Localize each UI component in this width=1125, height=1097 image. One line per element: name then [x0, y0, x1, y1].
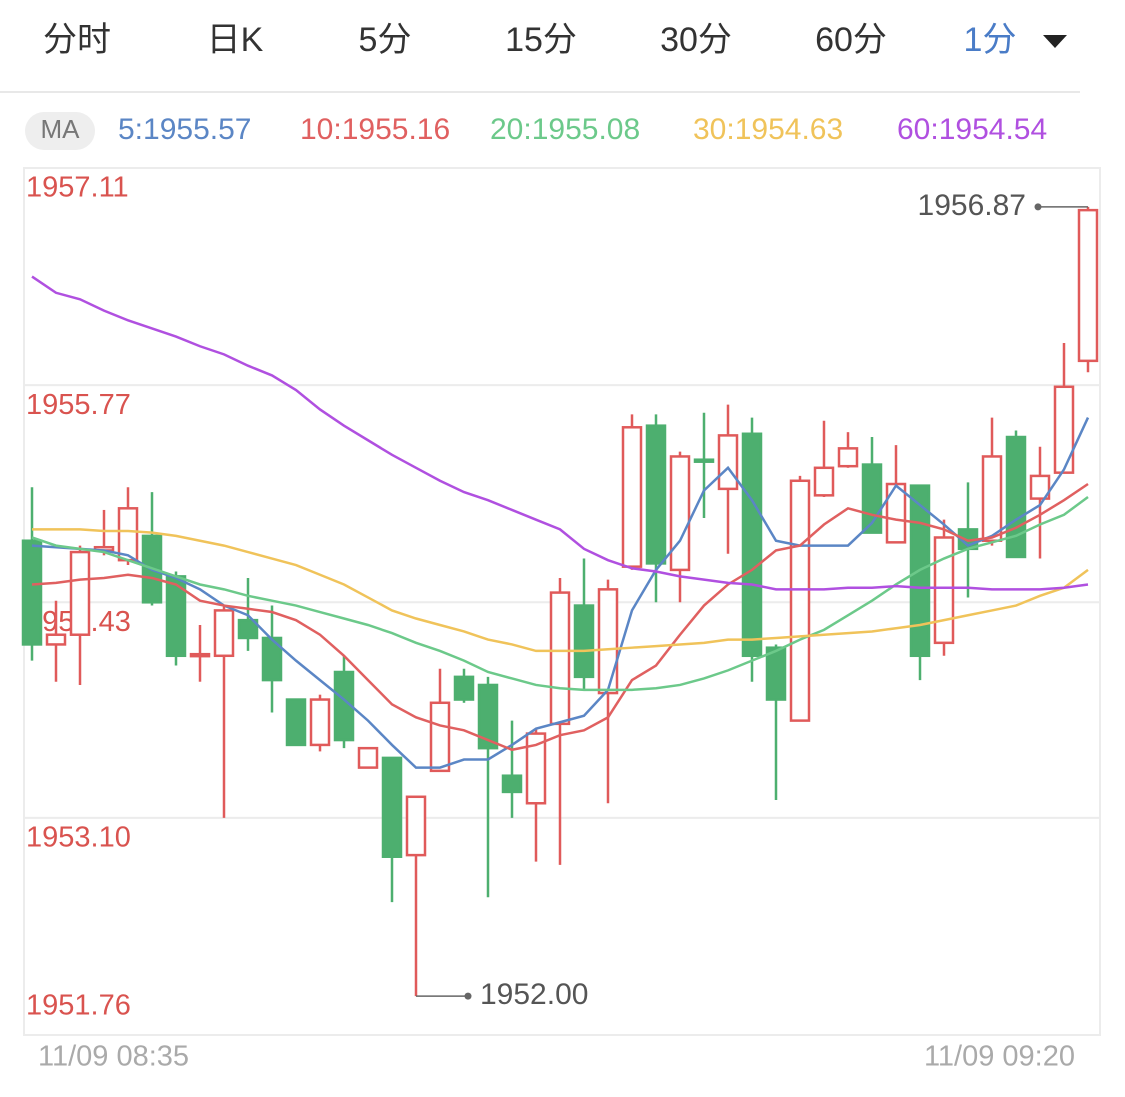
candle-body — [549, 591, 571, 726]
tab[interactable]: 日K — [207, 21, 264, 59]
tab-dropdown-icon[interactable] — [1043, 35, 1067, 48]
high-label: 1956.87 — [918, 189, 1026, 222]
ma-line — [31, 275, 1089, 591]
legend-entry: 10:1955.16 — [300, 113, 450, 146]
y-tick-label: 1955.77 — [26, 389, 131, 421]
candle-body — [237, 618, 259, 640]
candle-body — [1077, 208, 1099, 363]
candle-body — [309, 698, 331, 747]
ma-line — [31, 417, 1090, 769]
legend-entry: 30:1954.63 — [693, 113, 843, 146]
candle-body — [693, 458, 715, 463]
candle-body — [717, 434, 739, 491]
candle-body — [765, 646, 787, 701]
candle-body — [501, 774, 523, 794]
y-tick-label: 1951.76 — [26, 990, 131, 1022]
tab[interactable]: 5分 — [359, 21, 412, 59]
candle-body — [789, 479, 811, 722]
candle-body — [597, 588, 619, 695]
candle-body — [1029, 474, 1051, 500]
candle-body — [669, 455, 691, 572]
y-tick-label: 1957.11 — [26, 172, 129, 204]
candle-body — [477, 683, 499, 750]
candle-body — [69, 550, 91, 636]
candle-body — [45, 633, 67, 646]
legend-entry: 20:1955.08 — [490, 113, 640, 146]
ma-pill — [25, 112, 95, 150]
legend-entry: 60:1954.54 — [897, 113, 1047, 146]
candle-body — [837, 447, 859, 468]
candle-body — [1005, 435, 1027, 559]
y-tick-label: 1953.10 — [26, 822, 131, 854]
ma-line — [31, 495, 1089, 692]
low-dot — [464, 992, 472, 1000]
candle-body — [453, 675, 475, 701]
x-tick-label: 11/09 08:35 — [38, 1041, 189, 1073]
candle-body — [117, 507, 139, 562]
candle-body — [405, 795, 427, 857]
candle-body — [429, 701, 451, 773]
candle-body — [813, 466, 835, 497]
x-tick-label: 11/09 09:20 — [924, 1041, 1075, 1073]
tab[interactable]: 30分 — [660, 21, 732, 59]
tab[interactable]: 分时 — [43, 21, 111, 59]
tab[interactable]: 60分 — [815, 21, 887, 59]
candle-body — [933, 536, 955, 645]
legend-entry: 5:1955.57 — [118, 113, 251, 146]
candle-body — [381, 756, 403, 858]
candle-body — [573, 604, 595, 679]
candle-body — [189, 652, 211, 658]
low-label: 1952.00 — [480, 978, 588, 1011]
candle-body — [21, 539, 43, 646]
candle-body — [1053, 385, 1075, 474]
candle-body — [645, 424, 667, 565]
high-dot — [1034, 203, 1042, 211]
candle-body — [981, 455, 1003, 542]
candle-body — [885, 482, 907, 544]
candle-body — [285, 698, 307, 747]
candle-body — [741, 432, 763, 658]
tab[interactable]: 15分 — [505, 21, 577, 59]
candle-body — [621, 426, 643, 568]
ma-label: MA — [41, 114, 81, 144]
tab[interactable]: 1分 — [964, 21, 1017, 59]
ma-line — [32, 528, 1089, 653]
candle-body — [525, 732, 547, 805]
candle-body — [357, 746, 379, 769]
candle-body — [213, 609, 235, 658]
ma-line — [31, 482, 1089, 752]
